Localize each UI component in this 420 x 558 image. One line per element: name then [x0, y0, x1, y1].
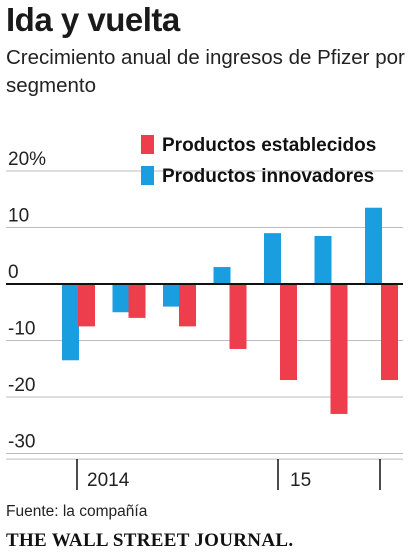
y-tick-label: -10	[8, 319, 35, 340]
y-tick-label: 0	[8, 262, 19, 283]
y-tick-label: 10	[8, 206, 29, 227]
bar-innovadores	[314, 235, 332, 284]
bar-establecidos	[330, 284, 348, 414]
bar-establecidos	[78, 284, 95, 327]
bar-innovadores	[112, 284, 130, 313]
bar-innovadores	[365, 207, 382, 284]
bar-innovadores	[62, 284, 79, 361]
chart-subtitle: Crecimiento anual de ingresos de Pfizer …	[6, 46, 405, 97]
bars	[62, 207, 398, 414]
x-axis-label: 2014	[87, 470, 130, 491]
axes	[6, 283, 403, 490]
legend-swatch-establecidos	[141, 135, 154, 154]
y-tick-labels: 20% 10 0 -10 -20 -30	[8, 149, 46, 453]
legend: Productos establecidos Productos innovado…	[141, 135, 376, 187]
x-axis-labels: 2014 15	[87, 470, 311, 491]
bar-innovadores	[264, 233, 281, 284]
bar-establecidos	[179, 284, 196, 327]
y-tick-label: -20	[8, 375, 35, 396]
y-tick-label: 20%	[8, 149, 46, 170]
y-tick-label: -30	[8, 432, 35, 453]
bar-establecidos	[229, 284, 247, 349]
bar-establecidos	[128, 284, 146, 318]
bar-establecidos	[280, 284, 297, 381]
chart-title: Ida y vuelta	[6, 1, 180, 38]
legend-label-innovadores: Productos innovadores	[162, 166, 374, 187]
bar-establecidos	[381, 284, 398, 381]
publisher-logo: THE WALL STREET JOURNAL.	[6, 530, 294, 551]
legend-label-establecidos: Productos establecidos	[162, 135, 376, 156]
bar-chart: 20%100-10-20-30 Productos establecidosPr…	[6, 135, 403, 491]
x-axis-label: 15	[290, 470, 311, 491]
bar-innovadores	[163, 284, 180, 307]
source-note: Fuente: la compañía	[6, 503, 148, 520]
bar-innovadores	[213, 267, 231, 284]
legend-swatch-innovadores	[141, 166, 154, 185]
